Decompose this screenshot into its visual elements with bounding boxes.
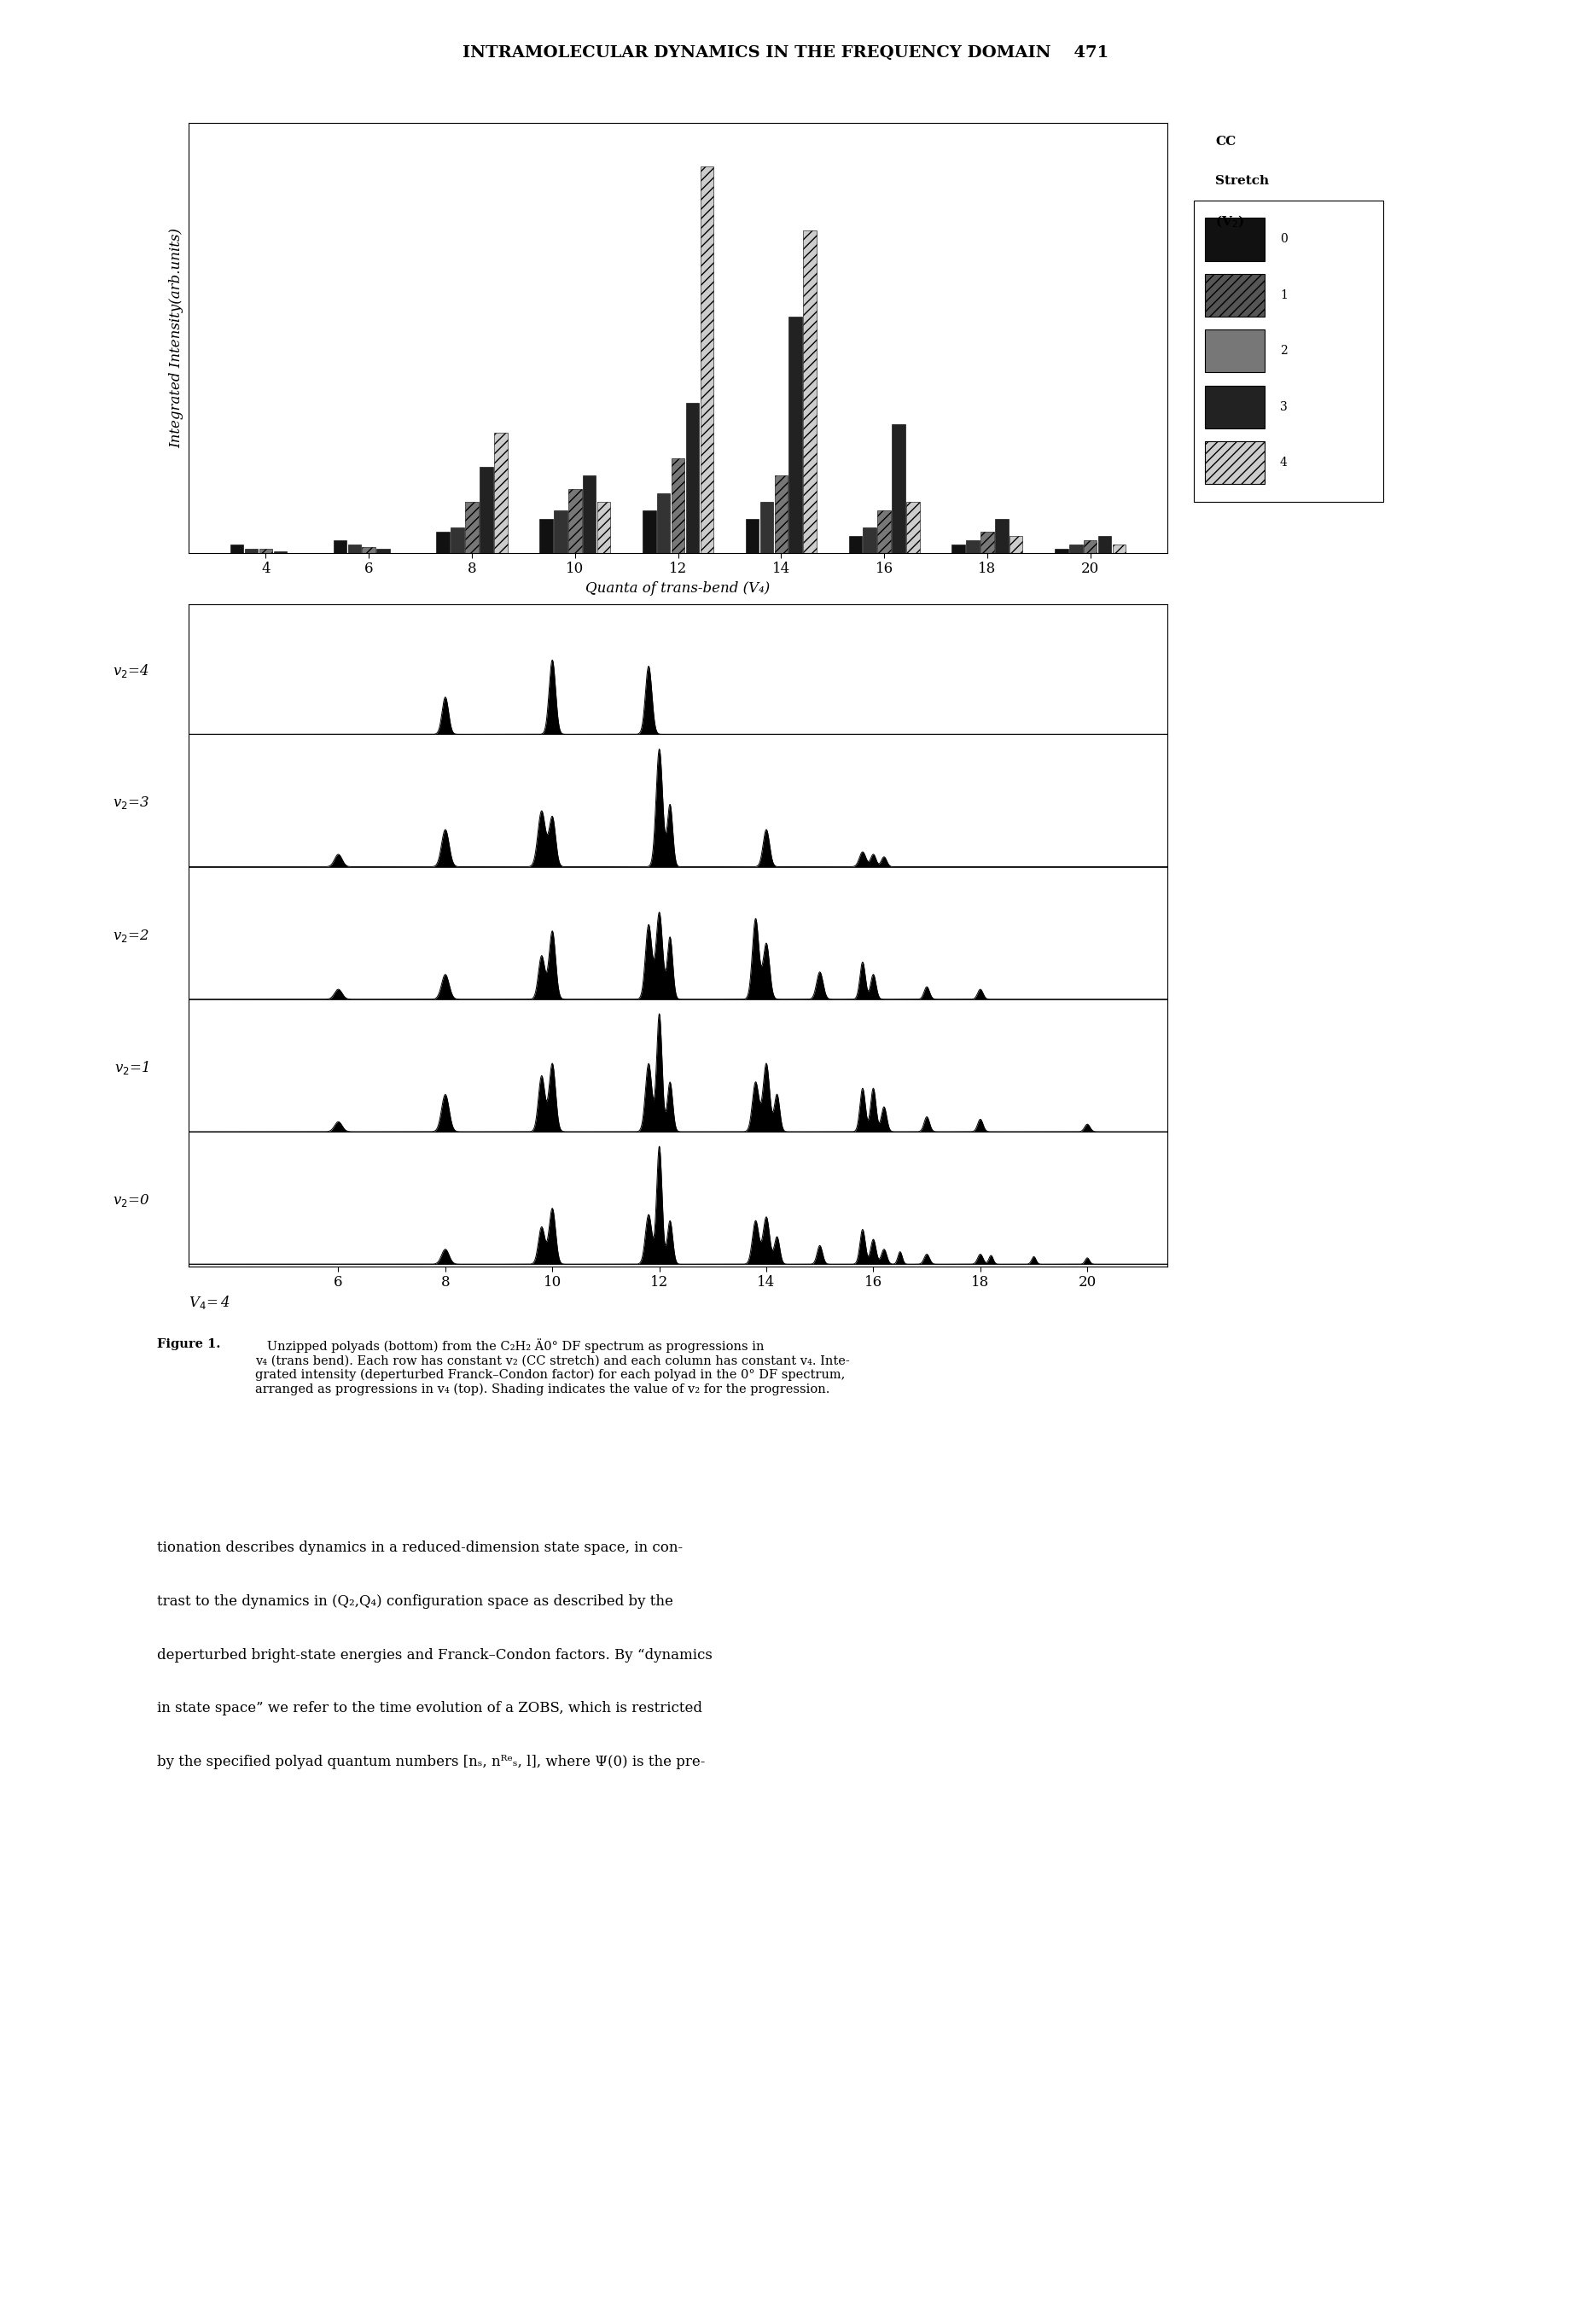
FancyBboxPatch shape xyxy=(1205,330,1265,372)
Text: v$_2$=3: v$_2$=3 xyxy=(113,795,149,811)
Bar xyxy=(848,537,862,553)
Bar xyxy=(363,546,375,553)
Bar xyxy=(1084,539,1097,553)
Bar xyxy=(952,544,965,553)
Text: trast to the dynamics in (Q₂,Q₄) configuration space as described by the: trast to the dynamics in (Q₂,Q₄) configu… xyxy=(157,1594,674,1608)
Bar xyxy=(760,502,773,553)
Text: Figure 1.: Figure 1. xyxy=(157,1339,220,1350)
Text: v$_2$=1: v$_2$=1 xyxy=(115,1060,149,1076)
Bar xyxy=(1098,537,1111,553)
Text: v$_2$=4: v$_2$=4 xyxy=(113,662,149,679)
Bar xyxy=(245,548,258,553)
Bar xyxy=(994,518,1009,553)
Bar xyxy=(671,458,685,553)
X-axis label: Quanta of trans-bend (V₄): Quanta of trans-bend (V₄) xyxy=(586,581,770,595)
Bar xyxy=(906,502,919,553)
Bar xyxy=(569,488,581,553)
Bar xyxy=(643,511,655,553)
FancyBboxPatch shape xyxy=(1205,442,1265,483)
Text: v$_2$=2: v$_2$=2 xyxy=(113,927,149,944)
Bar xyxy=(775,476,787,553)
FancyBboxPatch shape xyxy=(1205,274,1265,316)
Bar xyxy=(862,528,877,553)
Bar xyxy=(597,502,611,553)
Text: INTRAMOLECULAR DYNAMICS IN THE FREQUENCY DOMAIN    471: INTRAMOLECULAR DYNAMICS IN THE FREQUENCY… xyxy=(462,44,1109,60)
Text: 3: 3 xyxy=(1280,402,1288,414)
Text: 1: 1 xyxy=(1280,288,1288,302)
Bar xyxy=(687,402,699,553)
Bar xyxy=(333,539,347,553)
Bar xyxy=(479,467,493,553)
FancyBboxPatch shape xyxy=(1205,386,1265,428)
Bar xyxy=(1010,537,1023,553)
Text: Unzipped polyads (bottom) from the C₂H₂ Ä0° DF spectrum as progressions in
v₄ (t: Unzipped polyads (bottom) from the C₂H₂ … xyxy=(255,1339,850,1394)
Bar xyxy=(966,539,979,553)
Bar xyxy=(892,425,905,553)
Text: 4: 4 xyxy=(1280,458,1288,469)
Bar xyxy=(465,502,479,553)
Bar xyxy=(657,493,671,553)
Bar xyxy=(437,532,449,553)
Bar xyxy=(1070,544,1082,553)
Bar xyxy=(789,316,803,553)
Text: tionation describes dynamics in a reduced-dimension state space, in con-: tionation describes dynamics in a reduce… xyxy=(157,1541,683,1555)
Bar xyxy=(980,532,994,553)
Text: in state space” we refer to the time evolution of a ZOBS, which is restricted: in state space” we refer to the time evo… xyxy=(157,1701,702,1715)
Bar xyxy=(803,230,817,553)
Text: deperturbed bright-state energies and Franck–Condon factors. By “dynamics: deperturbed bright-state energies and Fr… xyxy=(157,1648,713,1662)
Text: 0: 0 xyxy=(1280,232,1288,246)
Bar xyxy=(1054,548,1068,553)
Text: CC: CC xyxy=(1216,137,1236,149)
Bar xyxy=(555,511,567,553)
Bar xyxy=(451,528,463,553)
Text: v$_2$=0: v$_2$=0 xyxy=(112,1192,149,1208)
Text: Stretch: Stretch xyxy=(1216,174,1269,186)
Y-axis label: Integrated Intensity(arb.units): Integrated Intensity(arb.units) xyxy=(170,228,184,449)
Text: V$_4$= 4: V$_4$= 4 xyxy=(189,1294,229,1311)
Bar xyxy=(746,518,759,553)
Bar xyxy=(1112,544,1126,553)
Bar xyxy=(583,476,595,553)
Bar xyxy=(701,167,713,553)
Bar xyxy=(495,432,507,553)
Bar xyxy=(231,544,244,553)
Text: (V$_2$): (V$_2$) xyxy=(1216,214,1244,230)
Bar xyxy=(539,518,553,553)
FancyBboxPatch shape xyxy=(1205,218,1265,260)
Text: 2: 2 xyxy=(1280,344,1288,358)
Bar xyxy=(377,548,390,553)
Bar xyxy=(347,544,361,553)
Bar xyxy=(878,511,891,553)
Bar xyxy=(259,548,272,553)
Text: by the specified polyad quantum numbers [nₛ, nᴿᵉₛ, l], where Ψ(0) is the pre-: by the specified polyad quantum numbers … xyxy=(157,1755,705,1769)
